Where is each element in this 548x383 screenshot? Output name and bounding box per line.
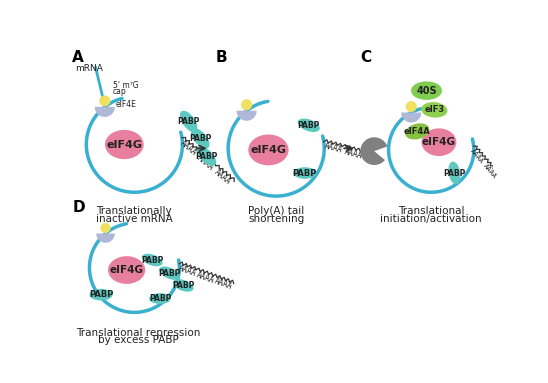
Text: eIF4G: eIF4G xyxy=(106,139,142,149)
Text: D: D xyxy=(72,200,85,215)
Text: AAAA: AAAA xyxy=(344,147,364,160)
Text: eIF4G: eIF4G xyxy=(250,145,287,155)
Ellipse shape xyxy=(173,279,193,292)
Text: B: B xyxy=(216,50,227,65)
Circle shape xyxy=(406,101,416,112)
Text: AAAA: AAAA xyxy=(196,153,215,172)
Ellipse shape xyxy=(149,293,171,304)
Text: AAAA: AAAA xyxy=(213,168,233,187)
Ellipse shape xyxy=(180,111,197,132)
Text: PABP: PABP xyxy=(89,290,113,299)
Ellipse shape xyxy=(421,128,456,156)
Text: AAAA: AAAA xyxy=(469,147,484,165)
Text: PABP: PABP xyxy=(172,281,195,290)
Ellipse shape xyxy=(405,123,430,139)
Text: Translational: Translational xyxy=(398,206,465,216)
Text: PABP: PABP xyxy=(178,117,200,126)
Ellipse shape xyxy=(298,119,320,132)
Ellipse shape xyxy=(293,167,317,179)
Wedge shape xyxy=(360,137,387,165)
Ellipse shape xyxy=(89,289,113,300)
Text: C: C xyxy=(361,50,372,65)
Ellipse shape xyxy=(191,128,209,149)
Text: AAAA: AAAA xyxy=(176,264,197,278)
Text: AAAA: AAAA xyxy=(213,277,233,291)
Polygon shape xyxy=(95,107,115,117)
Text: AAAA: AAAA xyxy=(195,270,215,285)
Text: Translational repression: Translational repression xyxy=(76,328,201,338)
Text: AAAA: AAAA xyxy=(178,139,198,157)
Text: PABP: PABP xyxy=(443,169,466,177)
Text: eIF4E: eIF4E xyxy=(116,100,136,109)
Polygon shape xyxy=(96,234,115,243)
Text: AAAA: AAAA xyxy=(482,162,497,179)
Ellipse shape xyxy=(105,130,144,159)
Circle shape xyxy=(99,95,110,106)
Ellipse shape xyxy=(159,267,179,280)
Ellipse shape xyxy=(248,134,289,165)
Circle shape xyxy=(241,99,252,110)
Ellipse shape xyxy=(421,102,448,118)
Ellipse shape xyxy=(108,256,145,284)
Circle shape xyxy=(100,223,111,233)
Text: PABP: PABP xyxy=(298,121,320,130)
Text: 40S: 40S xyxy=(416,86,437,96)
Text: PABP: PABP xyxy=(195,152,218,160)
Text: Poly(A) tail: Poly(A) tail xyxy=(248,206,304,216)
Text: A: A xyxy=(72,50,84,65)
Text: shortening: shortening xyxy=(248,214,304,224)
Polygon shape xyxy=(237,111,256,121)
Ellipse shape xyxy=(142,254,163,266)
Text: mRNA: mRNA xyxy=(75,64,102,73)
Text: inactive mRNA: inactive mRNA xyxy=(96,214,173,224)
Text: cap: cap xyxy=(112,87,126,96)
Text: eIF3: eIF3 xyxy=(424,105,444,115)
Text: PABP: PABP xyxy=(189,134,212,143)
Text: by excess PABP: by excess PABP xyxy=(98,335,179,345)
Ellipse shape xyxy=(197,146,216,166)
Text: eIF4A: eIF4A xyxy=(404,127,431,136)
Ellipse shape xyxy=(411,81,442,100)
Text: eIF4G: eIF4G xyxy=(110,265,144,275)
Text: initiation/activation: initiation/activation xyxy=(380,214,482,224)
Text: AAAA: AAAA xyxy=(323,141,343,155)
Text: PABP: PABP xyxy=(141,255,163,265)
Text: eIF4G: eIF4G xyxy=(422,137,456,147)
Text: Translationally: Translationally xyxy=(96,206,172,216)
Text: PABP: PABP xyxy=(149,294,171,303)
Text: PABP: PABP xyxy=(158,268,180,278)
Polygon shape xyxy=(401,113,421,123)
Text: 5' m⁷G: 5' m⁷G xyxy=(112,81,138,90)
Text: PABP: PABP xyxy=(293,169,317,177)
Ellipse shape xyxy=(448,162,460,185)
